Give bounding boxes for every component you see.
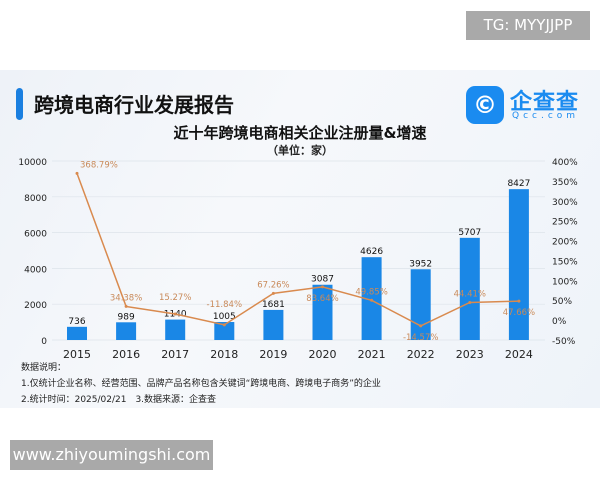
growth-label: 34.38% xyxy=(110,293,142,303)
logo-text: 企查查 xyxy=(510,90,580,115)
x-tick-label: 2019 xyxy=(259,348,287,361)
growth-point xyxy=(517,299,521,303)
y-right-tick-label: 350% xyxy=(552,178,578,188)
x-tick-label: 2015 xyxy=(63,348,91,361)
x-tick-label: 2020 xyxy=(309,348,337,361)
x-tick-label: 2021 xyxy=(358,348,386,361)
growth-point xyxy=(419,324,423,328)
growth-point xyxy=(124,304,128,308)
x-tick-label: 2022 xyxy=(407,348,435,361)
y-left-tick-label: 8000 xyxy=(24,194,47,204)
growth-label: 67.26% xyxy=(257,280,289,290)
growth-label: 44.41% xyxy=(454,289,486,299)
report-card xyxy=(0,70,600,408)
title-accent-bar xyxy=(16,88,23,120)
x-tick-label: 2016 xyxy=(112,348,140,361)
bar xyxy=(312,284,333,340)
y-right-tick-label: 0% xyxy=(552,317,567,327)
bar-value-label: 4626 xyxy=(360,247,383,257)
bar-value-label: 1005 xyxy=(213,312,236,322)
growth-point xyxy=(370,298,374,302)
growth-label: 47.66% xyxy=(503,308,535,318)
growth-point xyxy=(75,171,79,175)
report-title: 跨境电商行业发展报告 xyxy=(34,93,234,117)
bar-value-label: 736 xyxy=(68,317,85,327)
growth-line xyxy=(76,173,519,327)
note-line-2: 2.统计时间：2025/02/21 3.数据来源：企查查 xyxy=(21,395,217,405)
bar xyxy=(410,269,431,340)
x-tick-label: 2023 xyxy=(456,348,484,361)
bar xyxy=(116,322,137,340)
bar-value-label: 3087 xyxy=(311,275,334,285)
qcc-logo-icon: © xyxy=(466,86,504,124)
growth-label: -11.84% xyxy=(207,300,242,310)
bar-value-label: 989 xyxy=(118,312,135,322)
bar xyxy=(361,257,382,340)
watermark-bottom: www.zhiyoumingshi.com xyxy=(10,440,213,470)
y-right-tick-label: 100% xyxy=(552,277,578,287)
y-left-tick-label: 2000 xyxy=(24,301,47,311)
growth-point xyxy=(222,323,226,327)
y-left-tick-label: 0 xyxy=(41,337,47,347)
watermark-top: TG: MYYJJPP xyxy=(466,11,590,40)
y-right-tick-label: 250% xyxy=(552,218,578,228)
y-right-tick-label: 300% xyxy=(552,198,578,208)
bar xyxy=(67,326,87,340)
bar-value-label: 3952 xyxy=(409,259,432,269)
bar-value-label: 8427 xyxy=(507,179,530,189)
growth-point xyxy=(173,312,177,316)
growth-label: 15.27% xyxy=(159,293,191,303)
bar xyxy=(165,319,186,340)
note-line-1: 1.仅统计企业名称、经营范围、品牌产品名称包含关键词“跨境电商、跨境电子商务”的… xyxy=(21,379,381,389)
growth-point xyxy=(468,300,472,304)
x-tick-label: 2017 xyxy=(161,348,189,361)
y-right-tick-label: 400% xyxy=(552,158,578,168)
logo-subtext: Qcc.com xyxy=(512,111,580,121)
chart-title: 近十年跨境电商相关企业注册量&增速 xyxy=(173,124,427,142)
y-left-tick-label: 10000 xyxy=(18,158,47,168)
bar xyxy=(459,237,480,340)
y-left-tick-label: 4000 xyxy=(24,265,47,275)
y-right-tick-label: -50% xyxy=(552,337,576,347)
growth-label: 368.79% xyxy=(80,160,118,170)
x-tick-label: 2024 xyxy=(505,348,533,361)
bar xyxy=(508,189,529,340)
y-right-tick-label: 50% xyxy=(552,297,572,307)
bar xyxy=(263,309,284,340)
bar-value-label: 1681 xyxy=(262,300,285,310)
y-right-tick-label: 150% xyxy=(552,257,578,267)
y-left-tick-label: 6000 xyxy=(24,230,47,240)
note-heading: 数据说明： xyxy=(21,363,67,373)
growth-label: -14.57% xyxy=(403,333,438,343)
y-right-tick-label: 200% xyxy=(552,238,578,248)
growth-point xyxy=(271,291,275,295)
bar-value-label: 5707 xyxy=(458,228,481,238)
growth-label: 49.85% xyxy=(355,287,387,297)
growth-point xyxy=(321,285,324,289)
bar xyxy=(214,322,235,340)
growth-label: 83.64% xyxy=(306,294,338,304)
chart-subtitle: （单位：家） xyxy=(267,144,333,157)
x-tick-label: 2018 xyxy=(210,348,238,361)
